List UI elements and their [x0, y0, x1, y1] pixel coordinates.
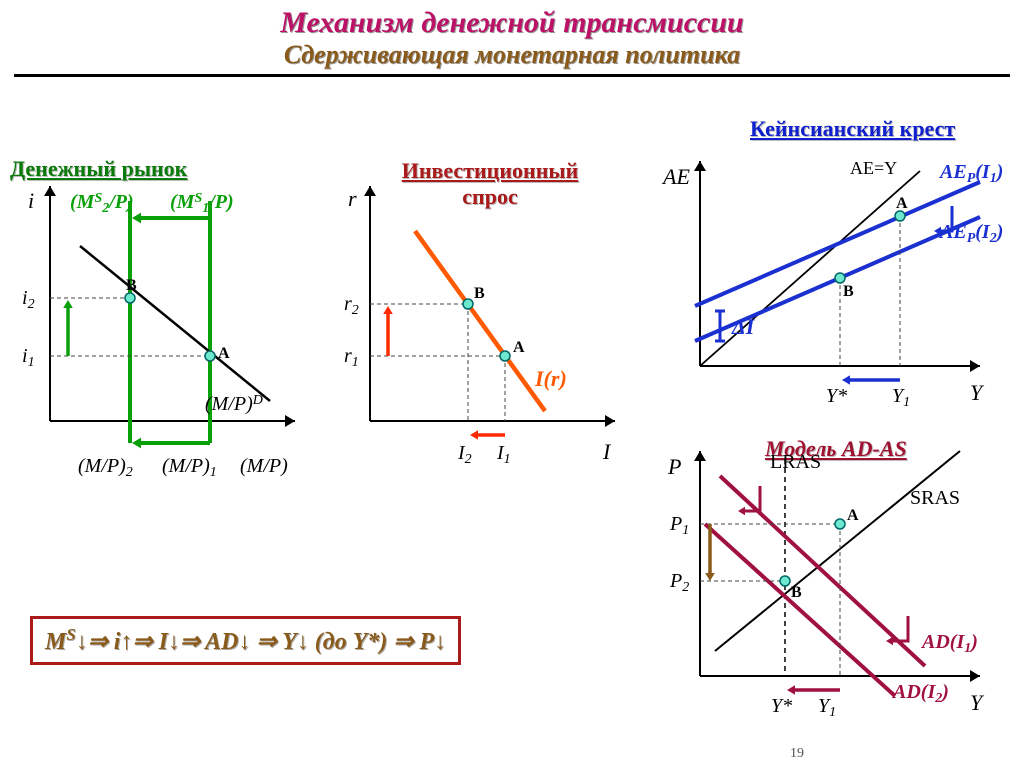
svg-text:P: P: [667, 454, 681, 479]
svg-text:Y1: Y1: [892, 385, 910, 406]
svg-text:B: B: [126, 277, 137, 294]
chart-ad-as: P LRAS SRAS A B P1 P2 Y* Y1 Y AD(I1) AD(I2): [660, 446, 1020, 746]
formula-box: MS↓⇒ i↑⇒ I↓⇒ AD↓ ⇒ Y↓ (до Y*) ⇒ P↓: [30, 616, 461, 665]
svg-text:(MS2/P): (MS2/P): [70, 191, 134, 216]
svg-text:(M/P)2: (M/P)2: [78, 455, 133, 480]
svg-text:Y: Y: [970, 380, 985, 405]
title-sub: Сдерживающая монетарная политика: [0, 40, 1024, 70]
svg-text:(M/P): (M/P): [240, 455, 288, 477]
svg-text:Y: Y: [970, 690, 985, 715]
chart-investment: r A Br1 r2 I(r) I2 I1 I: [330, 176, 630, 486]
page-number: 19: [790, 746, 804, 762]
svg-text:I: I: [602, 439, 612, 464]
svg-text:i2: i2: [22, 287, 35, 312]
svg-text:r1: r1: [344, 345, 359, 370]
svg-text:Y1: Y1: [818, 695, 836, 720]
svg-text:LRAS: LRAS: [770, 451, 821, 473]
title-main: Механизм денежной трансмиссии: [0, 6, 1024, 40]
svg-text:i: i: [28, 188, 34, 213]
svg-text:A: A: [513, 339, 525, 356]
svg-text:Y*: Y*: [771, 695, 792, 717]
svg-text:AD(I1): AD(I1): [920, 631, 978, 656]
svg-text:A: A: [896, 195, 908, 212]
svg-text:(MS1/P): (MS1/P): [170, 191, 234, 216]
svg-text:(M/P)D: (M/P)D: [205, 393, 263, 415]
svg-text:(M/P)1: (M/P)1: [162, 455, 217, 480]
svg-text:I(r): I(r): [534, 366, 567, 391]
svg-text:Y*: Y*: [826, 385, 847, 406]
chart-keynesian-cross: AE AE=Y A B ΔI Y* Y1 Y AEP(I1) AEP(I2): [660, 156, 1020, 406]
title-underline: [14, 74, 1010, 77]
svg-text:AE=Y: AE=Y: [850, 158, 897, 178]
chart-money-market: i A Bi1 i2 (MS2/P) (MS1/P) (M/P)D (M/P)2 (M/P)1 (…: [10, 176, 310, 486]
svg-text:i1: i1: [22, 345, 35, 370]
svg-text:SRAS: SRAS: [910, 487, 960, 509]
svg-text:AD(I2): AD(I2): [891, 681, 949, 706]
svg-text:I2: I2: [457, 442, 472, 467]
svg-text:ΔI: ΔI: [731, 314, 756, 339]
svg-text:AEP(I2): AEP(I2): [938, 221, 1003, 246]
section-title-cross: Кейнсианский крест: [750, 116, 955, 142]
svg-text:P1: P1: [669, 513, 689, 538]
svg-text:r: r: [348, 186, 357, 211]
svg-text:B: B: [843, 283, 854, 300]
svg-text:B: B: [791, 584, 802, 601]
svg-text:AE: AE: [661, 164, 690, 189]
svg-text:B: B: [474, 285, 485, 302]
svg-text:I1: I1: [496, 442, 511, 467]
svg-text:A: A: [847, 507, 859, 524]
svg-text:r2: r2: [344, 293, 359, 318]
svg-text:AEP(I1): AEP(I1): [938, 161, 1003, 186]
svg-text:P2: P2: [669, 570, 689, 595]
svg-text:A: A: [218, 345, 230, 362]
